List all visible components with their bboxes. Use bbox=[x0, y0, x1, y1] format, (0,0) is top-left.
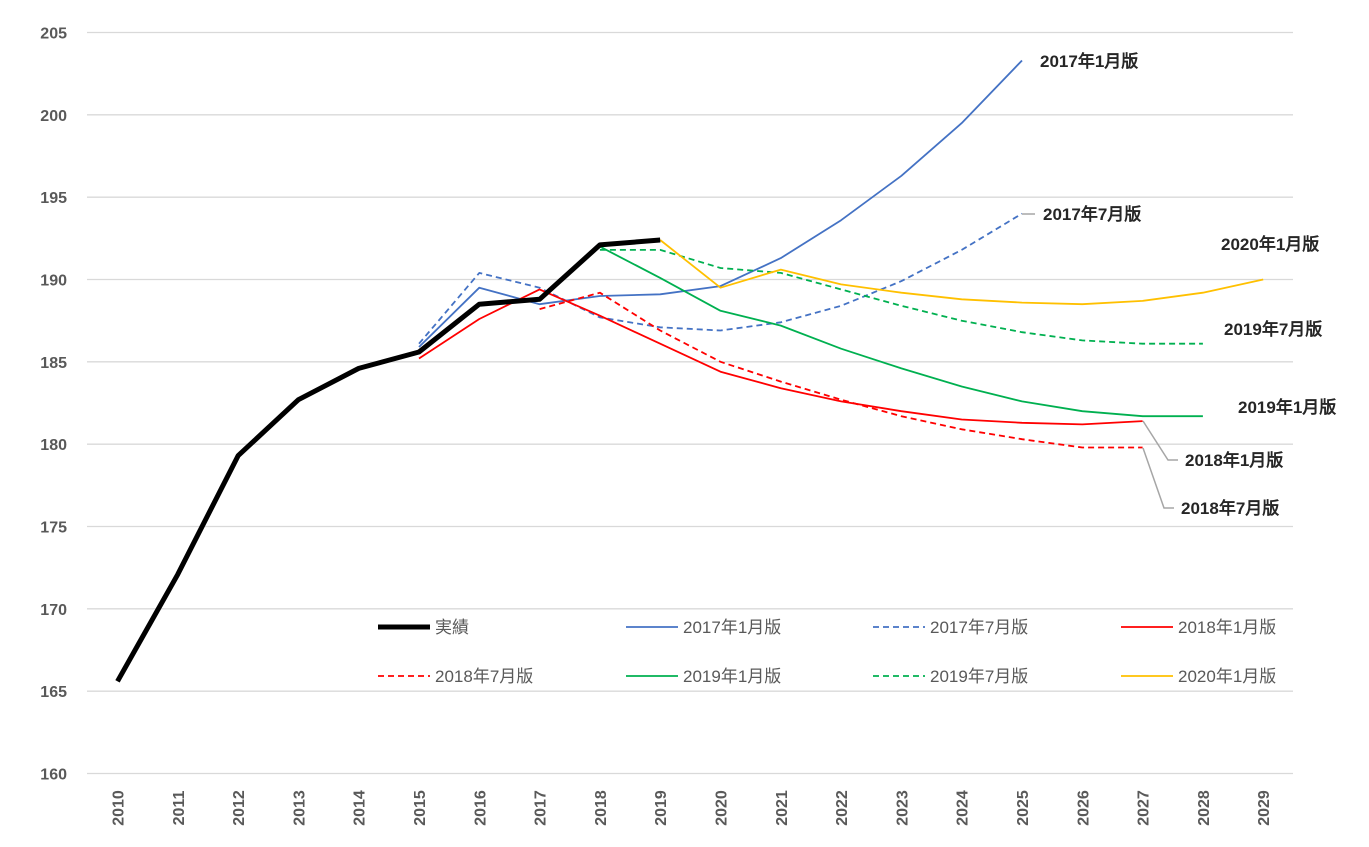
y-tick-label: 190 bbox=[40, 273, 67, 290]
x-tick-label: 2027 bbox=[1136, 790, 1153, 826]
y-tick-label: 185 bbox=[40, 355, 67, 372]
series-end-label: 2018年7月版 bbox=[1181, 498, 1279, 518]
y-tick-label: 165 bbox=[40, 684, 67, 701]
series-end-label: 2019年7月版 bbox=[1224, 319, 1322, 339]
legend-label: 実績 bbox=[435, 618, 469, 637]
series-line bbox=[599, 248, 1203, 345]
series-end-label: 2017年7月版 bbox=[1043, 204, 1141, 224]
x-tick-label: 2021 bbox=[774, 790, 791, 826]
y-tick-label: 195 bbox=[40, 190, 67, 207]
x-tick-label: 2010 bbox=[111, 790, 128, 826]
x-tick-label: 2019 bbox=[653, 790, 670, 826]
series-line bbox=[418, 212, 1023, 345]
series-end-labels: 2017年1月版 2017年7月版 2020年1月版 2019年7月版 2019年1月版… bbox=[1022, 51, 1336, 518]
x-tick-label: 2020 bbox=[714, 790, 731, 826]
series-end-label: 2020年1月版 bbox=[1221, 234, 1319, 254]
y-axis-tick-labels: 205 200 195 190 185 180 175 170 165 160 bbox=[40, 26, 67, 784]
series-end-label: 2018年1月版 bbox=[1185, 450, 1283, 470]
x-tick-label: 2015 bbox=[412, 790, 429, 826]
x-tick-label: 2013 bbox=[291, 790, 308, 826]
x-tick-label: 2022 bbox=[834, 790, 851, 826]
x-axis-tick-labels: 2010 2011 2012 2013 2014 2015 2016 2017 2018 2019… bbox=[111, 790, 1274, 826]
legend-label: 2018年1月版 bbox=[1178, 618, 1276, 637]
leader-line bbox=[1142, 420, 1178, 461]
y-tick-label: 180 bbox=[40, 437, 67, 454]
x-tick-label: 2026 bbox=[1075, 790, 1092, 826]
y-tick-label: 175 bbox=[40, 520, 67, 537]
x-tick-label: 2025 bbox=[1015, 790, 1032, 826]
series-lines bbox=[115, 59, 1264, 683]
y-tick-label: 160 bbox=[40, 767, 67, 784]
x-tick-label: 2016 bbox=[472, 790, 489, 826]
x-tick-label: 2014 bbox=[352, 790, 369, 826]
legend-label: 2019年1月版 bbox=[683, 667, 781, 686]
x-tick-label: 2018 bbox=[593, 790, 610, 826]
y-tick-label: 170 bbox=[40, 602, 67, 619]
legend-label: 2017年7月版 bbox=[930, 618, 1028, 637]
leader-line bbox=[1142, 447, 1174, 509]
x-tick-label: 2023 bbox=[894, 790, 911, 826]
x-tick-label: 2011 bbox=[171, 791, 188, 826]
x-tick-label: 2012 bbox=[231, 790, 248, 826]
x-tick-label: 2029 bbox=[1256, 790, 1273, 826]
series-line bbox=[599, 245, 1203, 418]
series-end-label: 2019年1月版 bbox=[1238, 397, 1336, 417]
y-tick-label: 200 bbox=[40, 108, 67, 125]
legend-label: 2018年7月版 bbox=[435, 667, 533, 686]
series-end-label: 2017年1月版 bbox=[1040, 51, 1138, 71]
series-line bbox=[539, 291, 1143, 449]
series-line bbox=[418, 288, 1143, 426]
series-line bbox=[115, 237, 661, 683]
x-tick-label: 2028 bbox=[1196, 790, 1213, 826]
legend-label: 2017年1月版 bbox=[683, 618, 781, 637]
y-tick-label: 205 bbox=[40, 26, 67, 43]
x-tick-label: 2017 bbox=[533, 790, 550, 826]
legend-label: 2020年1月版 bbox=[1178, 667, 1276, 686]
x-tick-label: 2024 bbox=[955, 790, 972, 826]
legend-label: 2019年7月版 bbox=[930, 667, 1028, 686]
gridlines bbox=[87, 31, 1293, 775]
series-line bbox=[659, 239, 1264, 306]
legend: 実績 2017年1月版 2017年7月版 2018年1月版 2018年7月版 2019年1… bbox=[378, 618, 1276, 686]
